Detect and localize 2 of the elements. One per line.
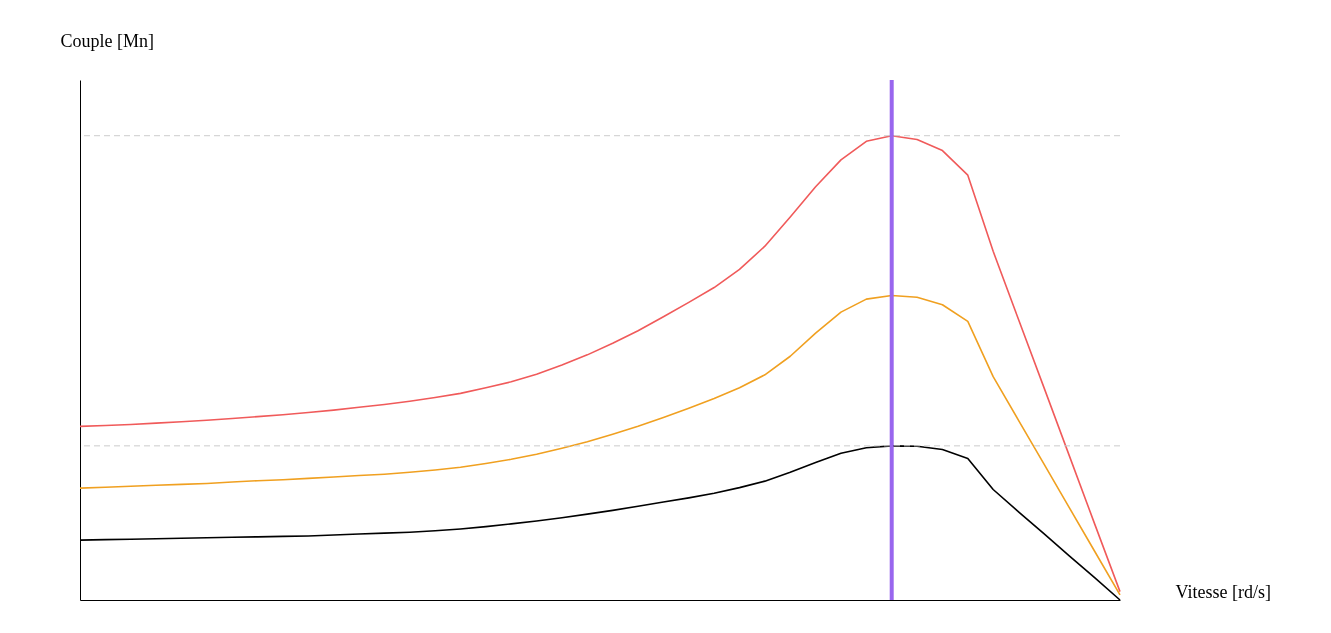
x-axis-title: Vitesse [rd/s]: [1175, 581, 1271, 602]
y-axis-title: Couple [Mn]: [60, 30, 154, 51]
